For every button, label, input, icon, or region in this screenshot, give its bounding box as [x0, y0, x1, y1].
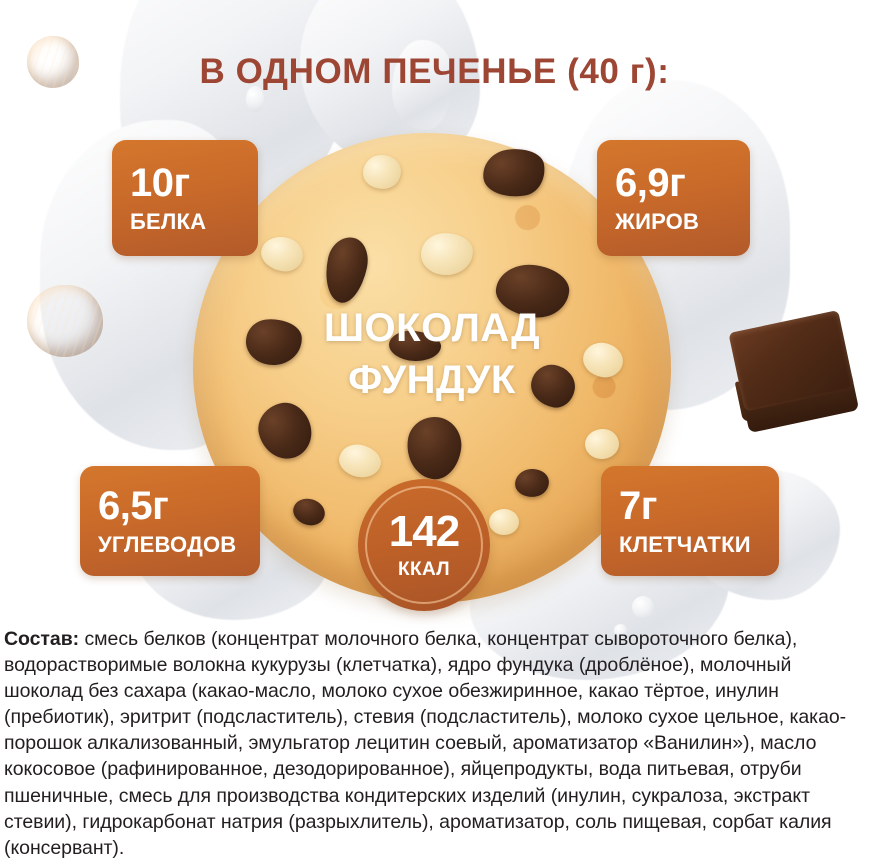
fat-value: 6,9г: [615, 160, 686, 205]
page-title: В ОДНОМ ПЕЧЕНЬЕ (40 г):: [199, 52, 670, 91]
calorie-badge: 142 ККАЛ: [358, 479, 490, 611]
calorie-value: 142: [388, 506, 460, 556]
stat-badge-fiber: 7г КЛЕТЧАТКИ: [601, 466, 779, 576]
protein-label: БЕЛКА: [130, 208, 207, 234]
flavor-line-2: ФУНДУК: [348, 358, 516, 402]
hazelnut-icon: [27, 36, 79, 88]
fat-label: ЖИРОВ: [615, 208, 700, 234]
fiber-value: 7г: [619, 483, 657, 528]
protein-value: 10г: [130, 160, 190, 205]
fiber-label: КЛЕТЧАТКИ: [619, 531, 751, 557]
hazelnut-piece: [489, 509, 519, 535]
ingredients-label: Состав:: [4, 628, 80, 650]
chocolate-bar-icon: [724, 306, 869, 447]
stat-badge-protein: 10г БЕЛКА: [112, 140, 258, 256]
flavor-line-1: ШОКОЛАД: [323, 306, 541, 350]
ingredients-text: смесь белков (концентрат молочного белка…: [4, 628, 847, 859]
stat-badge-carbs: 6,5г УГЛЕВОДОВ: [80, 466, 260, 576]
carbs-label: УГЛЕВОДОВ: [98, 531, 237, 557]
calorie-unit: ККАЛ: [397, 558, 451, 580]
hazelnut-icon: [27, 285, 103, 357]
carbs-value: 6,5г: [98, 483, 169, 528]
stat-badge-fat: 6,9г ЖИРОВ: [597, 140, 750, 256]
ingredients-paragraph: Состав: смесь белков (концентрат молочно…: [4, 626, 862, 861]
flavor-caption: ШОКОЛАД ФУНДУК: [193, 302, 671, 406]
